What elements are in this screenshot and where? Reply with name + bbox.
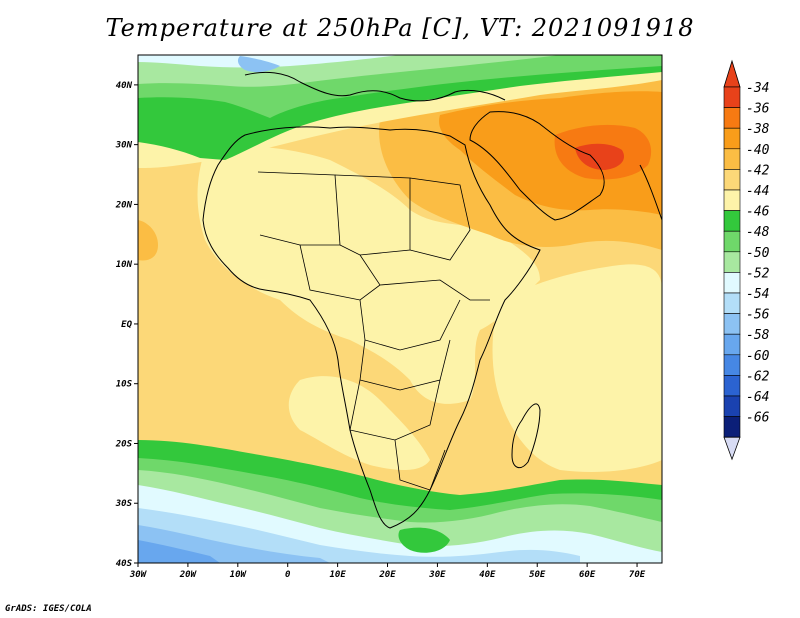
lat-tick-label: 20N	[115, 200, 133, 210]
lat-tick-label: 10S	[116, 380, 133, 390]
field-patch-44-sahara	[197, 145, 540, 404]
colorbar-label: -56	[746, 308, 770, 323]
lat-tick-label: 20S	[115, 439, 133, 449]
colorbar-label: -38	[746, 122, 770, 137]
colorbar-label: -54	[746, 287, 769, 302]
field-patch-44-south	[288, 376, 430, 470]
lon-tick-label: 20E	[378, 570, 396, 580]
madagascar-coastline	[511, 403, 541, 469]
field-south-58	[138, 540, 220, 563]
colorbar-swatch	[723, 292, 741, 314]
lon-tick-label: 50E	[529, 570, 546, 580]
lat-tick-label: 10N	[116, 260, 133, 270]
lon-tick-label: 10E	[329, 570, 346, 580]
colorbar-swatch	[723, 127, 741, 150]
colorbar-swatch	[723, 107, 741, 129]
borders	[257, 171, 490, 491]
colorbar-label: -62	[746, 369, 770, 384]
colorbar-label: -60	[746, 349, 770, 364]
field-south-46-patch	[398, 527, 450, 553]
colorbar-label: -34	[746, 81, 769, 96]
lon-tick-label: 40E	[479, 570, 496, 580]
colorbar-top-cap	[723, 59, 741, 88]
colorbar-label: -44	[746, 184, 769, 199]
lon-tick-label: 30W	[129, 570, 148, 580]
colorbar-swatch	[723, 251, 741, 273]
colorbar-swatch	[723, 272, 741, 294]
colorbar-label: -64	[746, 390, 769, 405]
field-patch-34	[575, 143, 625, 170]
plot-frame	[137, 54, 663, 564]
lon-tick-label: 60E	[579, 570, 596, 580]
colorbar-swatch	[723, 230, 741, 253]
lat-tick-label: 40S	[116, 559, 133, 569]
europe-coastline	[244, 71, 506, 102]
colorbar-label: -46	[746, 205, 770, 220]
colorbar-swatch	[723, 313, 741, 335]
colorbar-swatch	[723, 354, 741, 376]
arabia-coastline	[469, 111, 605, 221]
lon-tick-label: 20W	[179, 570, 198, 580]
colorbar-label: -48	[746, 225, 770, 240]
grads-credit: GrADS: IGES/COLA	[5, 604, 92, 614]
colorbar-swatch	[723, 169, 741, 191]
lon-tick-label: 70E	[629, 570, 646, 580]
colorbar-swatch	[723, 148, 741, 170]
colorbar-label: -58	[746, 328, 770, 343]
field-north-52	[138, 55, 400, 68]
field-patch-38	[439, 91, 662, 215]
colorbar-swatch	[723, 210, 741, 232]
lon-tick-label: 0	[285, 570, 291, 580]
map-title: Temperature at 250hPa [C], VT: 202109191…	[105, 14, 695, 42]
lat-tick-label: 30N	[115, 141, 133, 151]
colorbar-swatch	[723, 333, 741, 356]
colorbar-swatch	[723, 395, 741, 417]
colorbar-label: -50	[746, 246, 770, 261]
temperature-field	[138, 55, 662, 563]
field-patch-44-east	[492, 264, 662, 472]
colorbar-label: -66	[746, 411, 770, 426]
colorbar: -34 -36 -38 -40 -42 -44 -46 -48 -50 -52 -54 -56 -58 -…	[723, 59, 770, 461]
colorbar-swatch	[723, 416, 741, 438]
field-north-54	[237, 56, 280, 73]
colorbar-bottom-cap	[723, 436, 741, 461]
colorbar-swatch	[723, 86, 741, 108]
coastlines	[202, 71, 662, 529]
africa-coastline	[202, 126, 541, 529]
india-coastline	[639, 164, 662, 221]
colorbar-label: -36	[746, 102, 770, 117]
lon-tick-label: 10W	[230, 570, 248, 580]
axis-ticks: 30W 20W 10W 0 10E 20E 30E 40E 50E 60E 70E 40N 30N 20N…	[115, 81, 646, 580]
colorbar-swatch	[723, 375, 741, 397]
lat-tick-label: 30S	[115, 499, 133, 509]
colorbar-label: -52	[746, 266, 770, 281]
lat-tick-label: EQ	[121, 320, 132, 330]
lon-tick-label: 30E	[428, 570, 446, 580]
colorbar-label: -40	[746, 143, 770, 158]
lat-tick-label: 40N	[116, 81, 133, 91]
colorbar-label: -42	[746, 163, 770, 178]
field-patch-40-west	[138, 220, 158, 261]
colorbar-swatch	[723, 189, 741, 211]
